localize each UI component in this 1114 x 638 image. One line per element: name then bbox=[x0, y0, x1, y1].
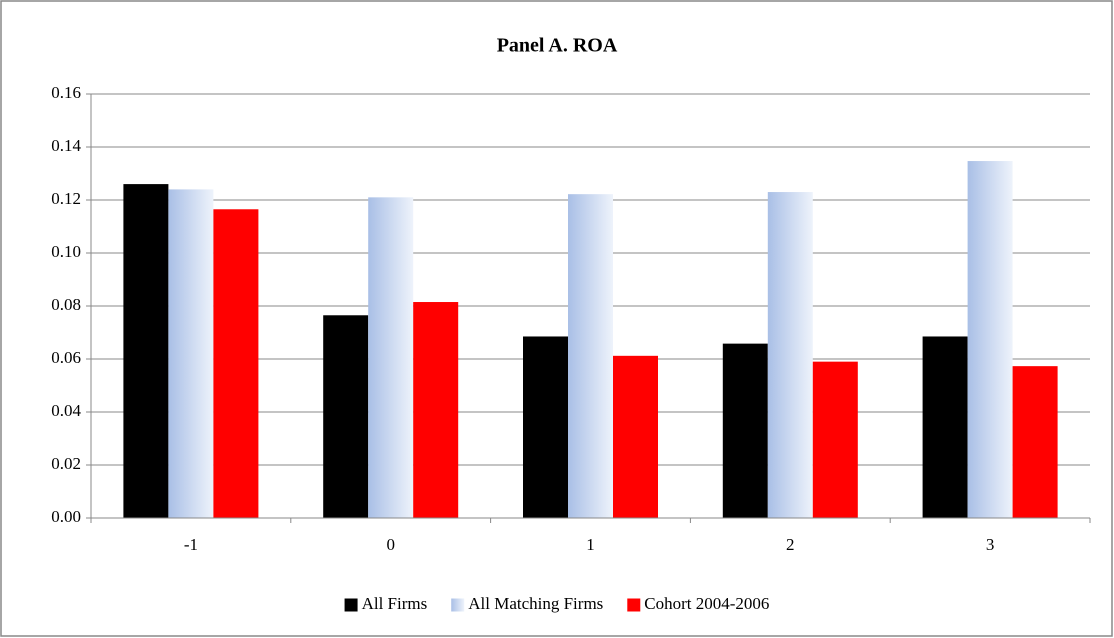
bar bbox=[967, 161, 1013, 519]
bar bbox=[523, 336, 568, 518]
bar bbox=[168, 189, 214, 518]
y-tick-label: 0.10 bbox=[51, 242, 81, 261]
chart-title: Panel A. ROA bbox=[497, 35, 618, 57]
bar bbox=[922, 336, 968, 518]
bar bbox=[568, 194, 613, 519]
legend-item: Cohort 2004-2006 bbox=[627, 594, 769, 613]
legend-label: All Matching Firms bbox=[468, 594, 603, 613]
y-tick-label: 0.02 bbox=[51, 454, 81, 473]
legend-swatch bbox=[627, 598, 641, 612]
bar bbox=[213, 209, 259, 518]
y-tick-label: 0.12 bbox=[51, 189, 81, 208]
legend-item: All Firms bbox=[344, 594, 428, 613]
y-tick-label: 0.08 bbox=[51, 295, 81, 314]
legend-item: All Matching Firms bbox=[451, 594, 603, 613]
x-tick-label: -1 bbox=[184, 535, 198, 554]
y-tick-label: 0.04 bbox=[51, 401, 81, 420]
x-tick-label: 3 bbox=[986, 535, 995, 554]
bar bbox=[413, 302, 459, 518]
legend-swatch bbox=[451, 598, 465, 612]
bar bbox=[368, 197, 414, 518]
y-tick-label: 0.16 bbox=[51, 83, 81, 102]
legend-label: Cohort 2004-2006 bbox=[644, 594, 769, 613]
y-tick-label: 0.06 bbox=[51, 348, 81, 367]
x-tick-label: 0 bbox=[386, 535, 395, 554]
legend-swatch bbox=[344, 598, 358, 612]
bar bbox=[323, 315, 369, 518]
bar bbox=[613, 355, 658, 518]
x-tick-label: 2 bbox=[786, 535, 795, 554]
bar bbox=[1012, 366, 1058, 518]
legend-label: All Firms bbox=[362, 594, 428, 613]
y-tick-label: 0.00 bbox=[51, 507, 81, 526]
bar bbox=[812, 361, 858, 518]
bar bbox=[722, 343, 768, 518]
x-tick-label: 1 bbox=[586, 535, 595, 554]
bar bbox=[123, 184, 169, 518]
bar bbox=[767, 192, 813, 519]
y-tick-label: 0.14 bbox=[51, 136, 81, 155]
